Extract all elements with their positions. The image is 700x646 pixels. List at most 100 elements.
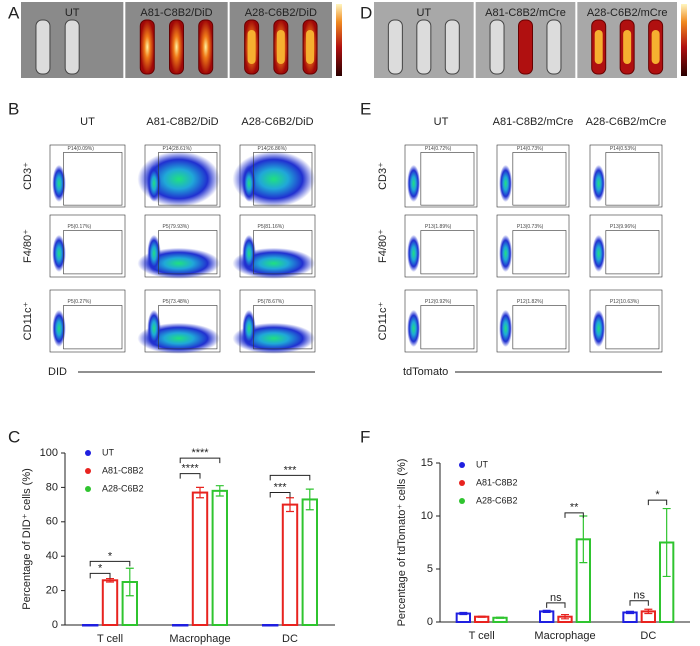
legend-label: A81-C8B2 — [102, 465, 144, 475]
error-bar — [561, 613, 569, 620]
x-tick-label: DC — [282, 633, 298, 645]
image-column-label: UT — [416, 7, 431, 19]
flow-column-label: A81-C8B2/mCre — [493, 116, 574, 128]
error-bar — [196, 486, 204, 499]
significance-bracket — [629, 600, 649, 606]
cell-density — [242, 234, 256, 273]
error-bar — [542, 609, 551, 614]
organ — [35, 19, 51, 75]
y-tick-label: 0 — [427, 616, 433, 628]
error-bar — [644, 608, 653, 615]
gate — [605, 152, 660, 206]
error-bar — [215, 485, 224, 497]
image-column-label: A81-C8B2/mCre — [485, 7, 566, 19]
gate — [605, 305, 660, 350]
y-tick-label: 5 — [427, 563, 433, 575]
legend-marker — [85, 486, 91, 492]
gate — [512, 230, 567, 275]
gate — [420, 305, 475, 350]
error-bar — [459, 611, 468, 616]
x-tick-label: Macrophage — [169, 633, 230, 645]
bar — [191, 491, 209, 626]
error-bar — [626, 610, 634, 615]
error-bar — [125, 567, 134, 597]
legend-marker — [85, 468, 91, 474]
gate — [420, 230, 475, 275]
organ-signal — [247, 30, 256, 64]
cell-density — [499, 309, 513, 348]
gate-label: P5(73.48%) — [163, 299, 190, 305]
organ-signal — [594, 30, 603, 64]
cell-density — [592, 164, 606, 203]
error-bar — [662, 507, 671, 578]
gate — [63, 152, 123, 206]
panel-label: C — [8, 427, 20, 446]
legend-label: UT — [476, 459, 488, 469]
significance-bracket — [269, 474, 311, 481]
flow-row-label: CD11c⁺ — [22, 302, 34, 341]
gate-label: P14(0.73%) — [517, 146, 544, 152]
gate-label: P14(0.72%) — [425, 146, 452, 152]
legend-marker — [459, 480, 465, 486]
organ — [518, 19, 533, 75]
color-bar — [336, 4, 342, 76]
legend-label: UT — [102, 447, 114, 457]
color-bar — [681, 4, 687, 76]
panel-label: E — [360, 99, 371, 118]
cell-density — [52, 234, 66, 273]
cell-density — [592, 234, 606, 273]
gate-label: P5(81.16%) — [258, 224, 285, 230]
legend-marker — [85, 450, 91, 456]
gate — [63, 305, 123, 350]
significance-bracket — [179, 473, 201, 479]
gate-label: P12(10.63%) — [610, 299, 640, 305]
legend-marker — [459, 498, 465, 504]
gate — [158, 152, 218, 206]
panel-label: D — [360, 3, 372, 22]
cell-density — [52, 309, 66, 348]
gate — [253, 305, 313, 350]
image-column-label: A28-C6B2/mCre — [587, 7, 668, 19]
organ — [416, 19, 432, 75]
significance-bracket — [179, 457, 221, 464]
cell-density — [147, 309, 161, 348]
flow-column-label: A81-C8B2/DiD — [146, 116, 218, 128]
organ — [169, 19, 184, 75]
cell-density — [147, 234, 161, 273]
cell-density — [499, 164, 513, 203]
significance-label: **** — [191, 447, 209, 459]
significance-label: * — [98, 562, 103, 574]
image-column-label: A81-C8B2/DiD — [140, 7, 212, 19]
flow-row-label: CD11c⁺ — [377, 302, 389, 341]
organ-signal — [276, 30, 285, 64]
organ-signal — [651, 30, 660, 64]
error-bar — [106, 577, 114, 583]
organ-signal — [306, 30, 315, 64]
gate — [253, 230, 313, 275]
organ — [139, 19, 155, 75]
legend-marker — [459, 462, 465, 468]
flow-row-label: F4/80⁺ — [377, 229, 389, 263]
organ — [546, 19, 562, 75]
significance-label: **** — [182, 463, 200, 475]
organ — [489, 19, 505, 75]
x-tick-label: T cell — [97, 633, 123, 645]
gate — [253, 152, 313, 206]
bar — [301, 498, 319, 626]
cell-density — [592, 309, 606, 348]
organ — [387, 19, 403, 75]
x-tick-label: DC — [640, 630, 656, 642]
gate-label: P12(0.92%) — [425, 299, 452, 305]
cell-density — [407, 309, 421, 348]
significance-label: *** — [284, 464, 298, 476]
gate-label: P14(0.09%) — [68, 146, 95, 152]
organ — [198, 19, 214, 75]
panel-label: F — [360, 427, 370, 446]
organ — [64, 19, 80, 75]
bar — [281, 503, 299, 627]
gate — [420, 152, 475, 206]
y-tick-label: 0 — [52, 619, 58, 631]
y-tick-label: 15 — [421, 457, 433, 469]
organ-signal — [623, 30, 632, 64]
legend-label: A81-C8B2 — [476, 477, 518, 487]
